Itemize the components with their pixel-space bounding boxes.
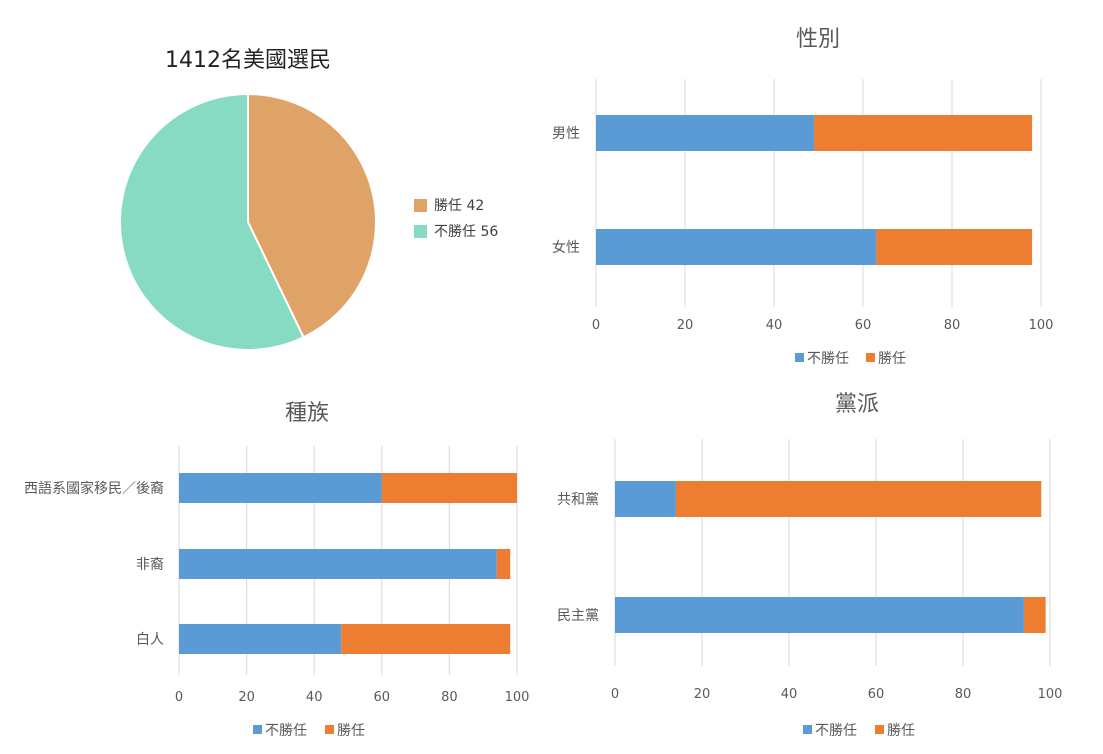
gender-bar-approve-0 <box>814 115 1033 151</box>
party-chart-title: 黨派 <box>835 392 879 417</box>
overall-pie-chart: 1412名美國選民 勝任 42 不勝任 56 <box>119 48 498 351</box>
party-category-label-1: 民主黨 <box>557 608 599 624</box>
party-tick-label-0: 0 <box>611 687 619 702</box>
gender-gridlines <box>595 79 1042 307</box>
gender-tick-label-0: 0 <box>592 318 600 333</box>
party-tick-label-40: 40 <box>781 687 798 702</box>
gender-bar-approve-1 <box>876 229 1033 265</box>
race-tick-label-0: 0 <box>175 690 183 705</box>
gender-bar-not-approve-1 <box>596 229 877 265</box>
legend-label-not-approve: 不勝任 <box>815 723 857 739</box>
race-tick-label-40: 40 <box>306 690 323 705</box>
legend-label-not-approve: 不勝任 <box>807 351 849 367</box>
race-bar-not-approve-1 <box>179 549 497 579</box>
legend-swatch-not-approve <box>414 225 427 238</box>
legend-swatch-approve <box>325 725 334 734</box>
legend-label-approve: 勝任 <box>887 723 915 739</box>
legend-label-not-approve: 不勝任 56 <box>434 224 498 240</box>
gender-category-label-0: 男性 <box>552 126 580 142</box>
gender-tick-label-60: 60 <box>855 318 872 333</box>
gender-chart-title: 性別 <box>796 27 840 52</box>
race-category-label-2: 白人 <box>136 632 164 648</box>
race-category-label-1: 非裔 <box>136 556 164 573</box>
pie-slice-approve <box>247 92 377 339</box>
legend-label-approve: 勝任 <box>878 351 906 367</box>
race-tick-label-80: 80 <box>441 690 458 705</box>
party-category-label-0: 共和黨 <box>557 492 599 508</box>
legend-swatch-not-approve <box>803 725 812 734</box>
race-chart-title: 種族 <box>285 401 329 426</box>
gender-tick-label-20: 20 <box>677 318 694 333</box>
party-tick-labels: 0 20 40 60 80 100 <box>611 687 1063 702</box>
pie-slice-not-approve <box>119 92 305 351</box>
race-tick-label-20: 20 <box>238 690 255 705</box>
race-bar-approve-2 <box>341 624 511 654</box>
gender-category-label-1: 女性 <box>552 239 580 256</box>
legend-swatch-approve <box>875 725 884 734</box>
party-tick-label-60: 60 <box>868 687 885 702</box>
legend-swatch-approve <box>414 199 427 212</box>
race-bar-approve-0 <box>381 473 517 503</box>
gender-tick-labels: 0 20 40 60 80 100 <box>592 318 1054 333</box>
party-bar-not-approve-0 <box>615 481 676 517</box>
legend-swatch-not-approve <box>795 353 804 362</box>
gender-tick-label-40: 40 <box>766 318 783 333</box>
race-tick-label-60: 60 <box>374 690 391 705</box>
party-tick-label-100: 100 <box>1038 687 1063 702</box>
race-category-label-0: 西語系國家移民／後裔 <box>24 480 164 497</box>
party-bars <box>615 481 1046 633</box>
party-legend: 不勝任 勝任 <box>803 723 915 739</box>
race-tick-labels: 0 20 40 60 80 100 <box>175 690 530 705</box>
legend-swatch-approve <box>866 353 875 362</box>
legend-swatch-not-approve <box>253 725 262 734</box>
gender-tick-label-100: 100 <box>1029 318 1054 333</box>
race-legend: 不勝任 勝任 <box>253 723 365 739</box>
pie-legend: 勝任 42 不勝任 56 <box>414 198 498 240</box>
race-bar-not-approve-0 <box>179 473 382 503</box>
party-tick-label-80: 80 <box>955 687 972 702</box>
gender-bars <box>596 115 1033 265</box>
party-bar-approve-0 <box>675 481 1042 517</box>
legend-label-not-approve: 不勝任 <box>265 723 307 739</box>
legend-label-approve: 勝任 <box>337 723 365 739</box>
party-tick-label-20: 20 <box>694 687 711 702</box>
gender-legend: 不勝任 勝任 <box>795 351 906 367</box>
party-bar-approve-1 <box>1023 597 1046 633</box>
race-bars <box>179 473 517 654</box>
pie-title: 1412名美國選民 <box>165 48 331 73</box>
race-bar-not-approve-2 <box>179 624 342 654</box>
party-bar-not-approve-1 <box>615 597 1024 633</box>
gender-bar-not-approve-0 <box>596 115 815 151</box>
race-bar-approve-1 <box>496 549 511 579</box>
gender-tick-label-80: 80 <box>944 318 961 333</box>
race-tick-label-100: 100 <box>505 690 530 705</box>
legend-label-approve: 勝任 42 <box>434 198 484 214</box>
pie-slices <box>119 92 377 351</box>
